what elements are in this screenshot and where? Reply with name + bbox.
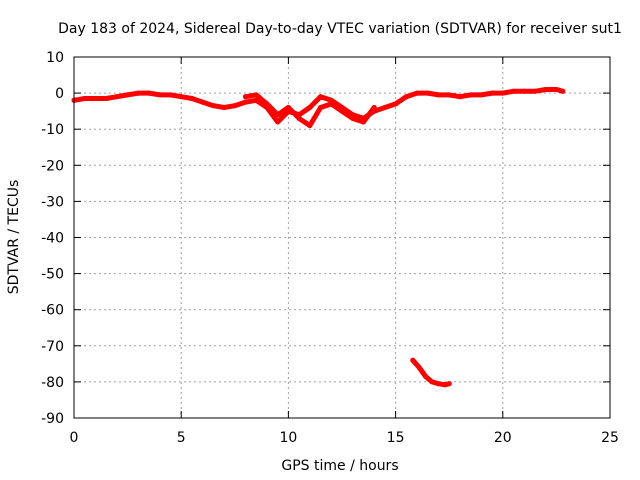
data-point [285,105,291,110]
data-point [446,92,452,98]
data-point [243,94,248,100]
data-point [168,92,173,98]
data-point [442,382,448,388]
data-point [275,112,281,118]
data-point [423,374,429,379]
data-point [521,88,527,94]
data-point [410,357,416,363]
data-point [253,92,259,98]
data-point [360,119,366,125]
y-tick-label: -40 [41,231,64,247]
data-point [307,105,313,110]
data-point [339,108,345,114]
x-tick-label: 15 [387,430,405,446]
data-point [382,105,388,110]
data-point [307,123,313,129]
data-point [414,90,420,96]
data-point [92,96,98,101]
data-point [328,97,334,103]
data-point [243,99,248,105]
data-point [425,90,431,96]
data-point [350,115,356,121]
data-point [178,94,184,100]
y-axis-ticks: 10 0 -10 -20 -30 -40 -50 -60 -70 -80 -90 [41,50,610,427]
y-tick-label: -60 [41,303,64,319]
data-point [221,105,227,110]
data-point [560,88,566,94]
data-point [446,381,452,387]
chart-title: Day 183 of 2024, Sidereal Day-to-day VTE… [58,21,622,37]
y-tick-label: -30 [41,194,64,210]
data-point [416,365,422,370]
x-tick-label: 5 [177,430,186,446]
data-point [543,87,549,92]
series-marks [71,87,566,388]
y-tick-label: 0 [55,86,64,102]
x-tick-label: 10 [279,430,297,446]
data-point [393,101,399,107]
data-point [318,105,324,110]
y-tick-label: 10 [46,50,64,66]
y-tick-label: -70 [41,339,64,355]
data-point [457,94,463,100]
data-point [232,103,238,109]
data-point [125,92,131,98]
data-point [318,94,324,100]
data-point [200,99,206,105]
y-axis-label: SDTVAR / TECUs [6,180,22,295]
grid-lines [74,57,610,418]
data-point [296,115,302,121]
data-point [275,119,281,125]
data-point [403,94,409,100]
data-point [82,96,88,101]
data-point [371,105,377,110]
data-point [511,88,516,94]
data-point [157,92,163,98]
data-point [500,90,506,96]
data-point [210,103,216,109]
data-point [114,94,120,100]
data-point [264,101,270,107]
x-tick-label: 25 [601,430,619,446]
data-point [103,96,109,101]
data-point [489,90,495,96]
data-point [189,96,195,101]
data-point [553,87,559,92]
x-tick-label: 20 [494,430,512,446]
data-point [468,92,474,98]
y-tick-label: -50 [41,267,64,283]
x-axis-label: GPS time / hours [281,458,398,474]
data-point [135,90,141,96]
data-point [478,92,484,98]
y-tick-label: -10 [41,122,64,138]
data-point [532,88,538,94]
y-tick-label: -20 [41,158,64,174]
data-point [146,90,152,96]
data-point [429,379,435,385]
y-tick-label: -90 [41,411,64,427]
x-tick-label: 0 [70,430,79,446]
x-axis-ticks: 0 5 10 15 20 25 [70,57,619,446]
data-point [436,381,441,387]
data-point [436,92,441,98]
data-point [328,101,334,107]
y-tick-label: -80 [41,375,64,391]
